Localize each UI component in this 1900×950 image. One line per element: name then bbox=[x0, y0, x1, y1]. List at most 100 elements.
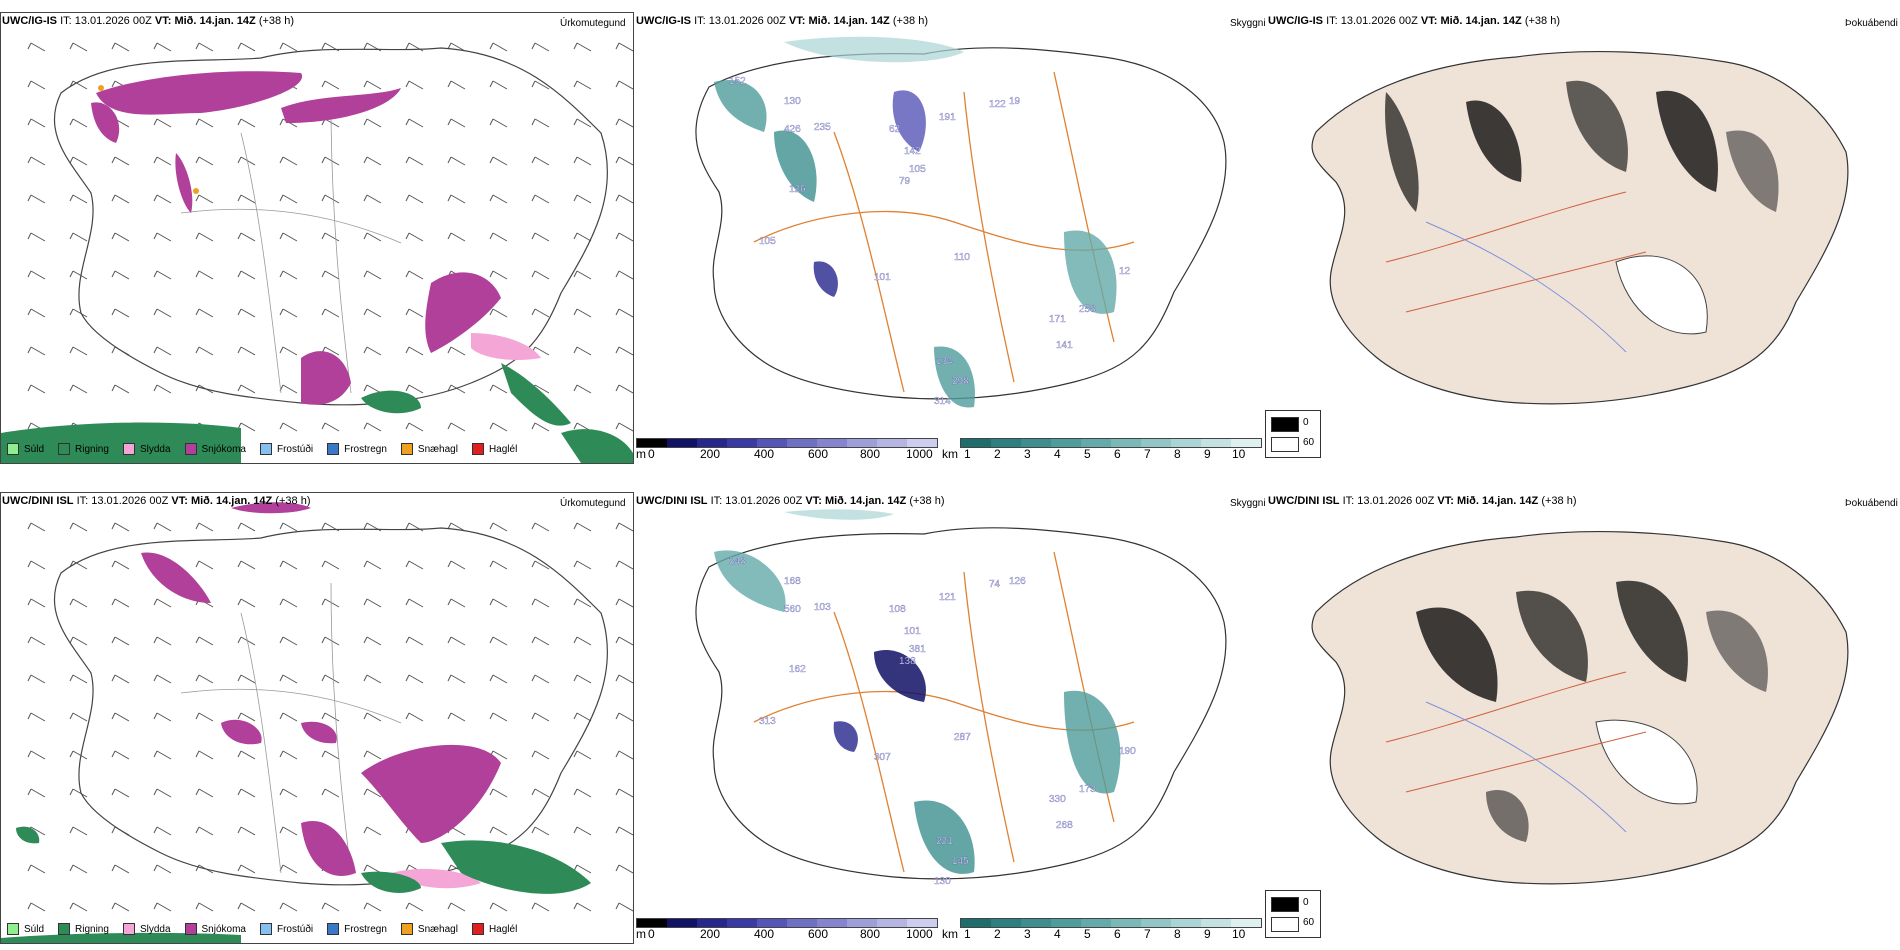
colorbar-segment bbox=[847, 439, 877, 447]
visibility-header-top: UWC/IG-IS IT: 13.01.2026 00Z VT: Mið. 14… bbox=[636, 15, 928, 27]
legend-label: Súld bbox=[24, 923, 45, 935]
vis-unit: km bbox=[942, 447, 958, 461]
wind-barb bbox=[237, 346, 256, 356]
legend-swatch bbox=[400, 443, 413, 455]
colorbar-segment bbox=[1171, 439, 1201, 447]
wind-barb bbox=[27, 788, 46, 798]
wind-barb bbox=[531, 598, 550, 608]
wind-barb bbox=[573, 902, 592, 912]
visibility-header-bottom: UWC/DINI ISL IT: 13.01.2026 00Z VT: Mið.… bbox=[636, 495, 945, 507]
wind-barb bbox=[405, 712, 424, 722]
visibility-label: 105 bbox=[759, 236, 776, 247]
wind-barb bbox=[27, 156, 46, 166]
wind-barb bbox=[615, 308, 633, 318]
legend-swatch bbox=[259, 443, 272, 455]
wind-barb bbox=[447, 560, 466, 570]
colorbar-segment bbox=[1201, 439, 1231, 447]
wind-barb bbox=[489, 712, 508, 722]
wind-barb bbox=[363, 194, 382, 204]
visibility-label: 426 bbox=[784, 124, 801, 135]
wind-barb bbox=[573, 42, 592, 52]
wind-barb bbox=[489, 156, 508, 166]
colorbar-segment bbox=[787, 919, 817, 927]
wind-barb bbox=[153, 674, 172, 684]
legend-swatch bbox=[327, 443, 340, 455]
wind-barb bbox=[237, 522, 256, 532]
visibility-label: 307 bbox=[874, 752, 891, 763]
wind-barb bbox=[27, 750, 46, 760]
wind-barb bbox=[489, 270, 508, 280]
wind-barb bbox=[153, 194, 172, 204]
wind-barb bbox=[111, 636, 130, 646]
precip-type-panel-top: Súld Rigning Slydda Snjókoma Frostúði Frostre… bbox=[0, 12, 634, 464]
wind-barb bbox=[111, 750, 130, 760]
legend-label: Frostregn bbox=[344, 443, 387, 455]
tick: 800 bbox=[860, 447, 881, 461]
wind-barb bbox=[195, 788, 214, 798]
wind-barb bbox=[615, 560, 633, 570]
wind-barb bbox=[489, 636, 508, 646]
wind-barb bbox=[69, 156, 88, 166]
legend-label: Slydda bbox=[139, 923, 171, 935]
wind-barb bbox=[111, 384, 130, 394]
precip-title-top: Úrkomutegund bbox=[560, 18, 626, 29]
visibility-label: 105 bbox=[909, 164, 926, 175]
wind-barb bbox=[405, 270, 424, 280]
legend-swatch bbox=[122, 923, 135, 935]
wind-barb bbox=[489, 42, 508, 52]
legend-item: Frostregn bbox=[327, 443, 387, 455]
visibility-label: 162 bbox=[789, 664, 806, 675]
legend-item: Snjókoma bbox=[184, 443, 246, 455]
visibility-label: 122 bbox=[989, 99, 1006, 110]
wind-barb bbox=[573, 232, 592, 242]
colorbar-segment bbox=[697, 439, 727, 447]
wind-barb bbox=[27, 42, 46, 52]
visibility-label: 173 bbox=[1079, 784, 1096, 795]
wind-barb bbox=[237, 118, 256, 128]
legend-item: Rigning bbox=[58, 923, 109, 935]
wind-barb bbox=[195, 522, 214, 532]
wind-barb bbox=[363, 826, 382, 836]
visibility-label: 191 bbox=[939, 112, 956, 123]
wind-barb bbox=[447, 80, 466, 90]
wind-barb bbox=[531, 750, 550, 760]
wind-barb bbox=[153, 346, 172, 356]
wind-barb bbox=[153, 864, 172, 874]
wind-barb bbox=[489, 674, 508, 684]
wind-barb bbox=[195, 712, 214, 722]
wind-barb bbox=[69, 674, 88, 684]
visibility-label: 287 bbox=[954, 732, 971, 743]
vis-colorbar-top bbox=[960, 438, 1262, 448]
wind-barb bbox=[615, 346, 633, 356]
tick: 600 bbox=[808, 927, 829, 941]
tick: 6 bbox=[1114, 447, 1121, 461]
colorbar-segment bbox=[961, 919, 991, 927]
wind-barb bbox=[573, 750, 592, 760]
legend-label: Rigning bbox=[75, 443, 109, 455]
wind-barb bbox=[111, 156, 130, 166]
precip-map-top bbox=[1, 42, 633, 463]
wind-barb bbox=[153, 826, 172, 836]
tick: 10 bbox=[1232, 927, 1246, 941]
tick: 800 bbox=[860, 927, 881, 941]
wind-barb bbox=[405, 902, 424, 912]
colorbar-segment bbox=[637, 439, 667, 447]
wind-barb bbox=[237, 308, 256, 318]
wind-barb bbox=[363, 346, 382, 356]
legend-item: Súld bbox=[7, 443, 44, 455]
wind-barb bbox=[489, 902, 508, 912]
wind-barb bbox=[195, 156, 214, 166]
fog-map-bottom bbox=[1311, 530, 1849, 885]
wind-barb bbox=[69, 826, 88, 836]
wind-barb bbox=[615, 522, 633, 532]
wind-barb bbox=[153, 636, 172, 646]
wind-barb bbox=[489, 384, 508, 394]
wind-barb bbox=[615, 902, 633, 912]
legend-label: Frostúði bbox=[276, 923, 314, 935]
wind-barb bbox=[195, 750, 214, 760]
wind-barb bbox=[69, 902, 88, 912]
tick: 1000 bbox=[906, 927, 933, 941]
wind-barb bbox=[615, 384, 633, 394]
wind-barb bbox=[573, 308, 592, 318]
